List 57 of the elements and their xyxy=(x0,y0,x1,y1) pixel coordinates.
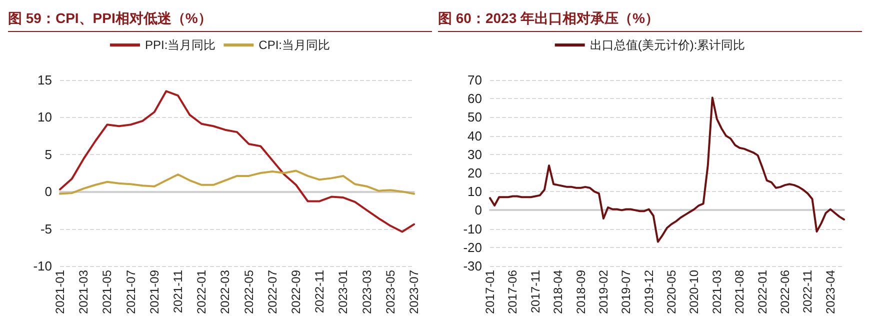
y-tick-label: -30 xyxy=(463,258,482,274)
y-tick-label: 20 xyxy=(468,165,482,180)
y-tick-label: 0 xyxy=(474,202,482,218)
x-tick-label: 2022-06 xyxy=(778,270,792,314)
x-tick-label: 2021-11 xyxy=(171,270,185,314)
x-tick-label: 2022-09 xyxy=(289,270,303,314)
y-tick-label: 0 xyxy=(44,184,52,200)
x-tick-label: 2022-01 xyxy=(755,270,770,314)
y-tick-label: 40 xyxy=(468,128,482,144)
legend-label: 出口总值(美元计价):累计同比 xyxy=(590,38,746,52)
legend-label: PPI:当月同比 xyxy=(144,38,216,52)
x-tick-label: 2019-12 xyxy=(642,270,656,314)
x-tick-label: 2017-11 xyxy=(528,270,542,314)
y-tick-label: 5 xyxy=(44,146,52,162)
x-tick-label: 2022-01 xyxy=(194,270,209,314)
x-tick-label: 2020-10 xyxy=(687,270,702,314)
y-tick-label: -5 xyxy=(40,221,52,236)
line-series xyxy=(59,170,415,195)
line-series xyxy=(59,90,415,233)
x-tick-label: 2021-08 xyxy=(732,270,747,314)
x-tick-label: 2022-11 xyxy=(800,270,815,314)
x-tick-label: 2021-05 xyxy=(100,270,114,314)
x-tick-label: 2023-05 xyxy=(383,270,398,314)
y-tick-label: -10 xyxy=(33,258,52,274)
y-tick-label: 10 xyxy=(468,184,482,200)
x-tick-label: 2022-05 xyxy=(242,270,256,314)
x-tick-label: 2023-07 xyxy=(407,270,421,314)
x-tick-label: 2019-07 xyxy=(619,270,634,314)
y-tick-label: 50 xyxy=(468,110,482,125)
chart-title: 图 59：CPI、PPI相对低迷（%） xyxy=(8,8,432,32)
y-tick-label: 30 xyxy=(468,146,482,162)
y-tick-label: 70 xyxy=(468,72,482,88)
x-tick-label: 2020-05 xyxy=(664,270,679,314)
x-tick-label: 2021-03 xyxy=(76,270,91,314)
x-tick-label: 2018-09 xyxy=(574,270,588,314)
legend-label: CPI:当月同比 xyxy=(258,38,330,52)
x-tick-label: 2023-01 xyxy=(336,270,350,314)
x-tick-label: 2023-04 xyxy=(823,270,838,314)
x-tick-label: 2023-03 xyxy=(360,270,374,314)
x-tick-label: 2022-03 xyxy=(218,270,232,314)
y-tick-label: 15 xyxy=(38,72,52,88)
x-tick-label: 2021-03 xyxy=(710,270,724,314)
chart-title: 图 60：2023 年出口相对承压（%） xyxy=(438,8,862,32)
y-tick-label: -10 xyxy=(463,221,482,236)
x-tick-label: 2021-01 xyxy=(53,270,67,314)
y-tick-label: 10 xyxy=(38,110,52,125)
x-tick-label: 2022-11 xyxy=(312,270,327,314)
x-tick-label: 2021-09 xyxy=(147,270,162,314)
y-tick-label: -20 xyxy=(463,240,482,255)
y-tick-label: 60 xyxy=(468,91,482,106)
x-tick-label: 2022-07 xyxy=(265,270,280,314)
x-tick-label: 2017-06 xyxy=(506,270,520,314)
line-series xyxy=(489,96,845,243)
x-tick-label: 2017-01 xyxy=(483,270,497,314)
x-tick-label: 2019-02 xyxy=(596,270,610,314)
x-tick-label: 2018-04 xyxy=(551,270,566,314)
x-tick-label: 2021-07 xyxy=(124,270,138,314)
